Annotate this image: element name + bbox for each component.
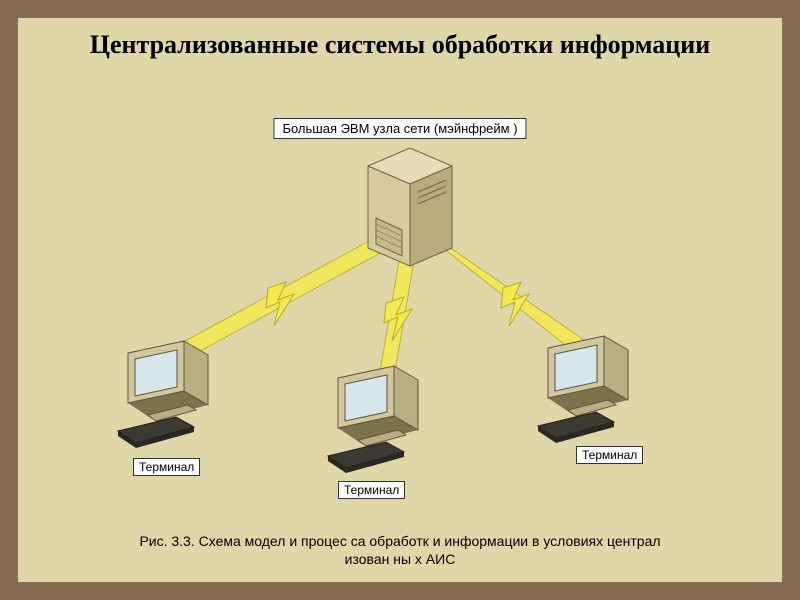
terminal-2-icon bbox=[328, 366, 418, 473]
terminal-3-icon bbox=[538, 336, 628, 443]
terminal-1-label: Терминал bbox=[133, 458, 200, 476]
network-diagram bbox=[108, 148, 688, 478]
terminal-3-label: Терминал bbox=[576, 446, 643, 464]
figure-caption: Рис. 3.3. Схема модел и процес са обрабо… bbox=[133, 533, 668, 568]
terminal-2-label: Терминал bbox=[338, 481, 405, 499]
mainframe-icon bbox=[368, 148, 452, 266]
slide-outer-border: Централизованные системы обработки инфор… bbox=[0, 0, 800, 600]
terminal-1-icon bbox=[118, 341, 208, 448]
slide-background: Централизованные системы обработки инфор… bbox=[18, 18, 782, 582]
mainframe-label: Большая ЭВМ узла сети (мэйнфрейм ) bbox=[273, 118, 526, 139]
slide-title: Централизованные системы обработки инфор… bbox=[49, 30, 752, 60]
